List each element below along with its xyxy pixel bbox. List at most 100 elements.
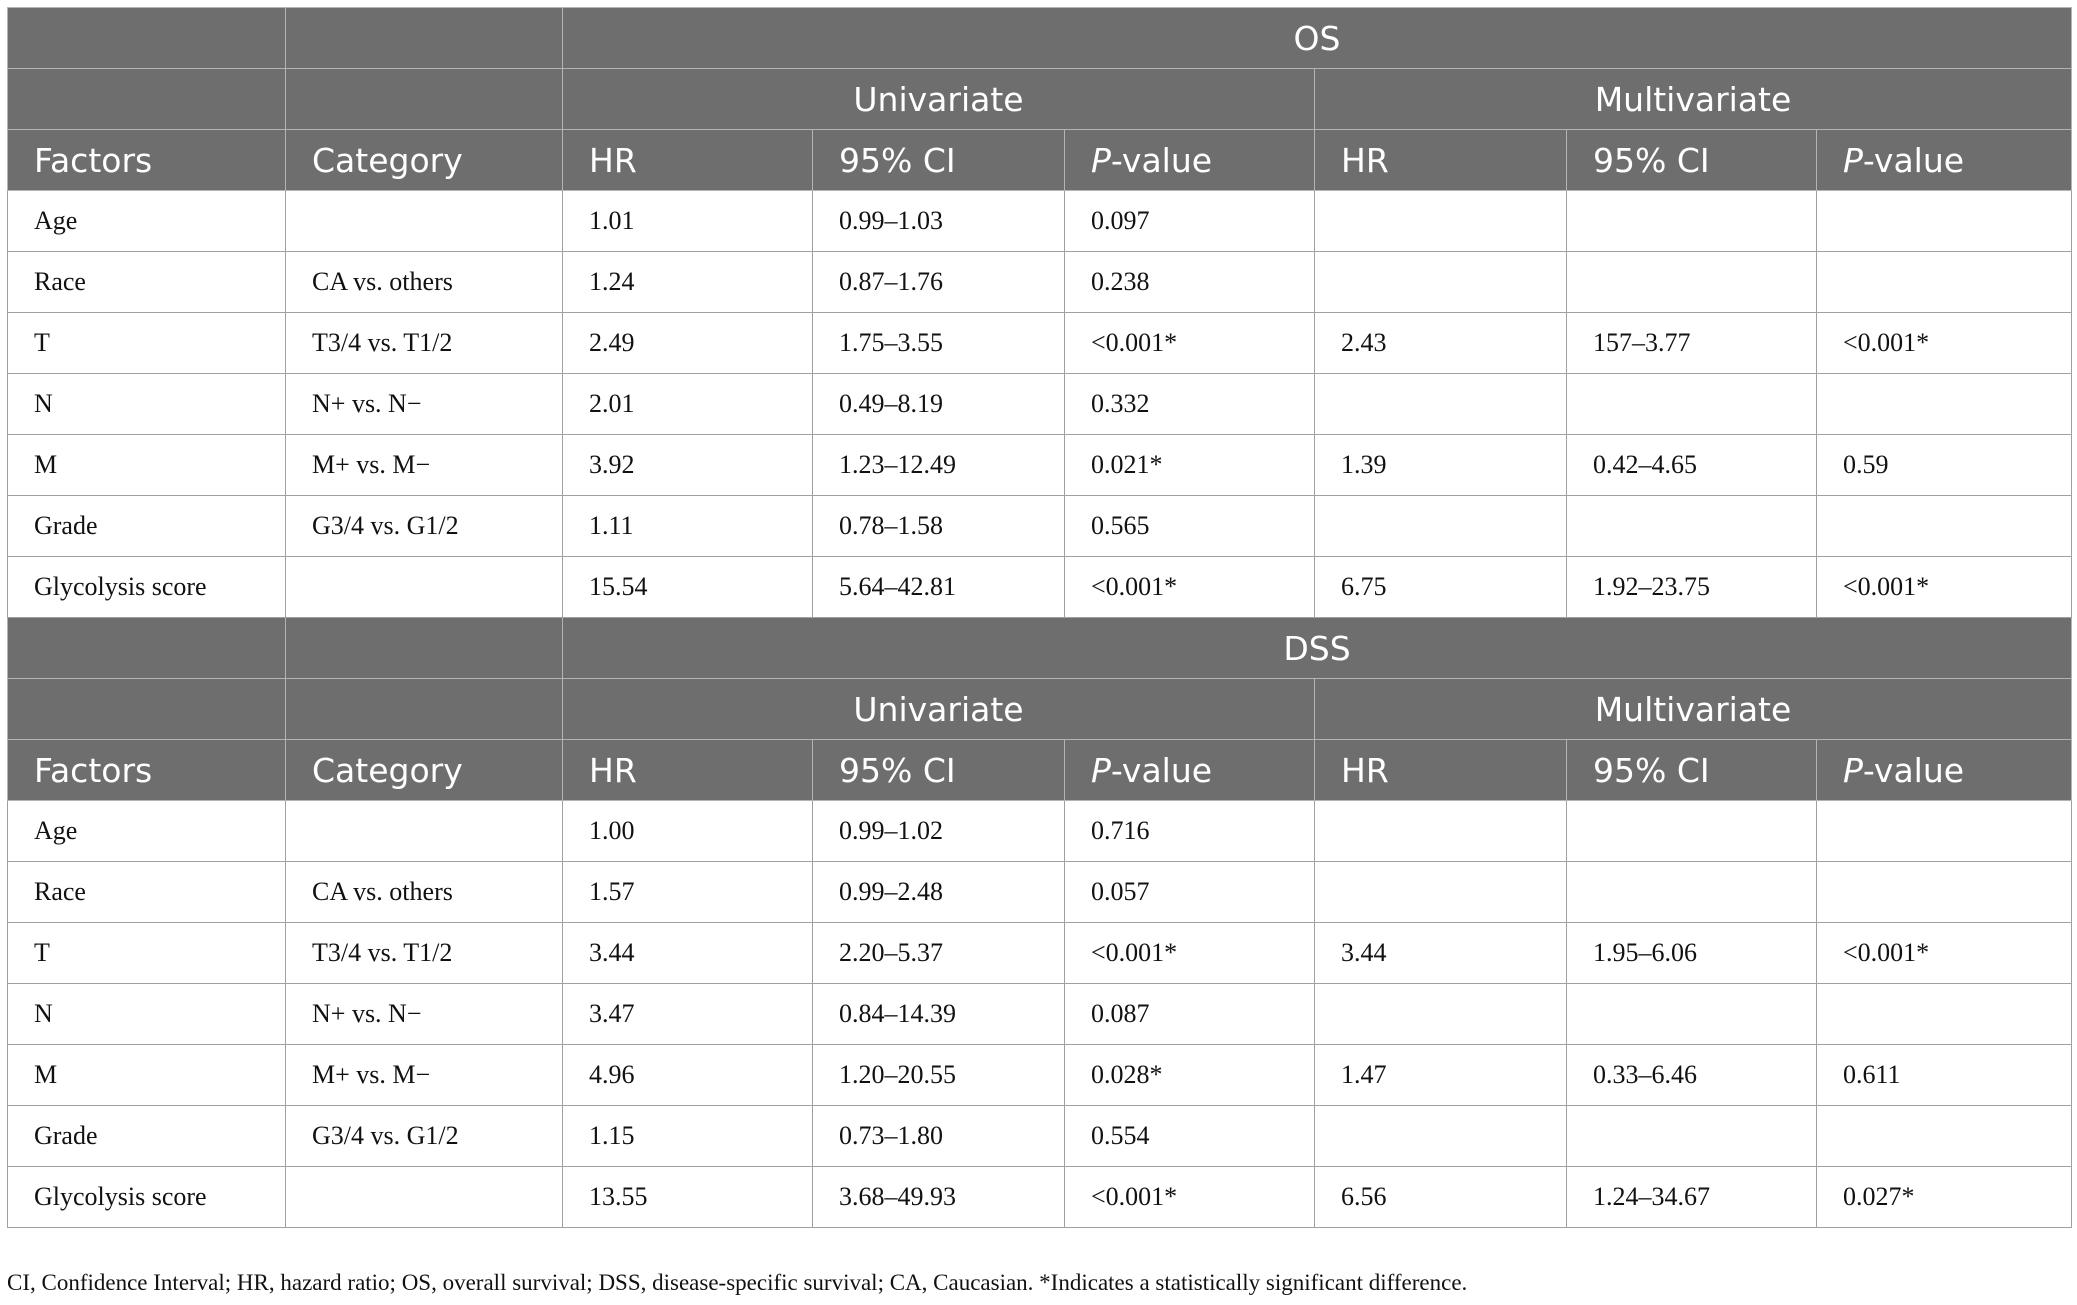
column-header: 95% CI: [812, 129, 1065, 191]
data-cell: 157–3.77: [1566, 312, 1817, 374]
data-cell: <0.001*: [1064, 312, 1315, 374]
data-cell: 0.73–1.80: [812, 1105, 1065, 1167]
empty-cell: [7, 678, 286, 740]
data-cell: N: [7, 373, 286, 435]
header-row: Factors Category HR 95% CI P-value HR 95% CI P-…: [7, 739, 2073, 801]
data-cell: 1.01: [562, 190, 813, 252]
data-row: M M+ vs. M− 4.96 1.20–20.55 0.028* 1.47 0.33–6…: [7, 1044, 2073, 1106]
section-title-row: DSS: [7, 617, 2073, 679]
data-cell: [1815, 251, 2073, 313]
data-cell: <0.001*: [1815, 312, 2073, 374]
group-title: Multivariate: [1313, 678, 2073, 740]
column-header: 95% CI: [1566, 129, 1817, 191]
data-cell: [285, 1166, 563, 1228]
data-cell: 1.95–6.06: [1566, 922, 1817, 984]
data-cell: 4.96: [562, 1044, 813, 1106]
data-cell: [1314, 373, 1567, 435]
italic-part: P: [1843, 140, 1863, 180]
data-cell: 2.20–5.37: [812, 922, 1065, 984]
data-cell: [1314, 1105, 1567, 1167]
section-title-row: OS: [7, 7, 2073, 69]
data-cell: Glycolysis score: [7, 556, 286, 618]
group-title: Univariate: [562, 678, 1315, 740]
data-cell: G3/4 vs. G1/2: [285, 495, 563, 557]
text-part: -value: [1862, 140, 1965, 180]
data-cell: 1.47: [1314, 1044, 1567, 1106]
data-cell: Race: [7, 251, 286, 313]
data-cell: [1566, 373, 1817, 435]
empty-cell: [285, 7, 563, 69]
group-title: Multivariate: [1313, 68, 2073, 130]
section-title: OS: [561, 7, 2073, 69]
empty-cell: [7, 68, 286, 130]
data-cell: 1.20–20.55: [812, 1044, 1065, 1106]
data-cell: [1566, 861, 1817, 923]
empty-cell: [285, 68, 563, 130]
text-part: -value: [1110, 140, 1213, 180]
data-cell: [1815, 1105, 2073, 1167]
data-cell: [1815, 800, 2073, 862]
data-cell: 2.49: [562, 312, 813, 374]
data-row: N N+ vs. N− 2.01 0.49–8.19 0.332: [7, 373, 2073, 435]
italic-part: P: [1091, 750, 1111, 790]
data-cell: T: [7, 922, 286, 984]
data-cell: [285, 556, 563, 618]
data-cell: 0.59: [1815, 434, 2073, 496]
data-row: Grade G3/4 vs. G1/2 1.11 0.78–1.58 0.565: [7, 495, 2073, 557]
data-cell: T3/4 vs. T1/2: [285, 922, 563, 984]
footnote: CI, Confidence Interval; HR, hazard rati…: [7, 1270, 1468, 1295]
data-cell: T: [7, 312, 286, 374]
text-part: -value: [1862, 750, 1965, 790]
italic-part: P: [1843, 750, 1863, 790]
column-header: Factors: [7, 739, 286, 801]
data-cell: 2.43: [1314, 312, 1567, 374]
data-cell: <0.001*: [1064, 556, 1315, 618]
data-cell: <0.001*: [1064, 922, 1315, 984]
empty-cell: [285, 617, 563, 679]
data-cell: [1314, 983, 1567, 1045]
column-header: P-value: [1815, 739, 2073, 801]
italic-part: P: [1091, 140, 1111, 180]
data-cell: Age: [7, 190, 286, 252]
data-cell: 3.68–49.93: [812, 1166, 1065, 1228]
group-title: Univariate: [562, 68, 1315, 130]
empty-cell: [7, 7, 286, 69]
column-header: Factors: [7, 129, 286, 191]
data-cell: <0.001*: [1064, 1166, 1315, 1228]
empty-cell: [285, 678, 563, 740]
column-header: HR: [562, 739, 813, 801]
data-cell: 5.64–42.81: [812, 556, 1065, 618]
data-row: Race CA vs. others 1.57 0.99–2.48 0.057: [7, 861, 2073, 923]
data-row: Glycolysis score 15.54 5.64–42.81 <0.001* 6.…: [7, 556, 2073, 618]
data-cell: 1.24–34.67: [1566, 1166, 1817, 1228]
data-cell: 1.24: [562, 251, 813, 313]
column-header: P-value: [1064, 739, 1315, 801]
data-cell: 0.99–1.03: [812, 190, 1065, 252]
data-cell: <0.001*: [1815, 922, 2073, 984]
data-cell: N+ vs. N−: [285, 983, 563, 1045]
column-header: HR: [562, 129, 813, 191]
column-header: Category: [285, 129, 563, 191]
data-cell: 0.097: [1064, 190, 1315, 252]
data-cell: M+ vs. M−: [285, 1044, 563, 1106]
data-cell: M: [7, 1044, 286, 1106]
header-row: Factors Category HR 95% CI P-value HR 95% CI P-…: [7, 129, 2073, 191]
data-cell: 1.57: [562, 861, 813, 923]
table-wrap: OS Univariate Multivariate Factors Category H…: [7, 7, 2073, 1228]
data-cell: Grade: [7, 495, 286, 557]
column-header: HR: [1314, 129, 1567, 191]
data-cell: 0.78–1.58: [812, 495, 1065, 557]
section-title: DSS: [561, 617, 2073, 679]
data-row: Race CA vs. others 1.24 0.87–1.76 0.238: [7, 251, 2073, 313]
data-cell: N+ vs. N−: [285, 373, 563, 435]
group-row: Univariate Multivariate: [7, 68, 2073, 130]
data-cell: 0.716: [1064, 800, 1315, 862]
data-cell: 3.47: [562, 983, 813, 1045]
data-cell: [1314, 800, 1567, 862]
data-cell: 2.01: [562, 373, 813, 435]
data-cell: 1.75–3.55: [812, 312, 1065, 374]
data-cell: 13.55: [562, 1166, 813, 1228]
data-cell: [1566, 495, 1817, 557]
data-cell: Race: [7, 861, 286, 923]
